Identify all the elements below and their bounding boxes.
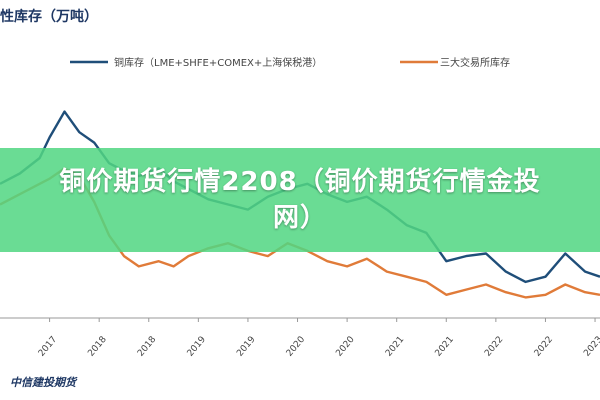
x-tick-label: 2019 [235,335,258,359]
x-tick-label: 2020 [334,335,357,359]
banner-text: 铜价期货行情2208（铜价期货行情金投网） [59,167,541,233]
source-label: 中信建投期货 [10,376,76,389]
x-tick-label: 2020 [285,335,308,359]
x-tick-label: 2022 [483,335,505,359]
overlay-banner: 铜价期货行情2208（铜价期货行情金投网） [0,148,600,252]
x-tick-label: 2021 [384,335,406,359]
x-tick-label: 2022 [533,335,555,359]
x-tick-label: 2019 [186,335,209,359]
x-tick-label: 2017 [37,335,59,359]
x-tick-label: 2023 [582,335,600,359]
legend-label: 三大交易所库存 [440,56,510,69]
x-tick-label: 2021 [434,335,456,359]
x-tick-label: 2018 [136,335,159,359]
chart-title: 性库存（万吨） [0,9,98,25]
x-tick-labels: 2017 2018 2018 2019 2019 2020 2020 2021 2021 2022… [37,318,600,359]
x-tick-label: 2018 [86,335,109,359]
legend: 铜库存（LME+SHFE+COMEX+上海保税港） 三大交易所库存 [70,56,510,69]
legend-label: 铜库存（LME+SHFE+COMEX+上海保税港） [114,56,322,69]
